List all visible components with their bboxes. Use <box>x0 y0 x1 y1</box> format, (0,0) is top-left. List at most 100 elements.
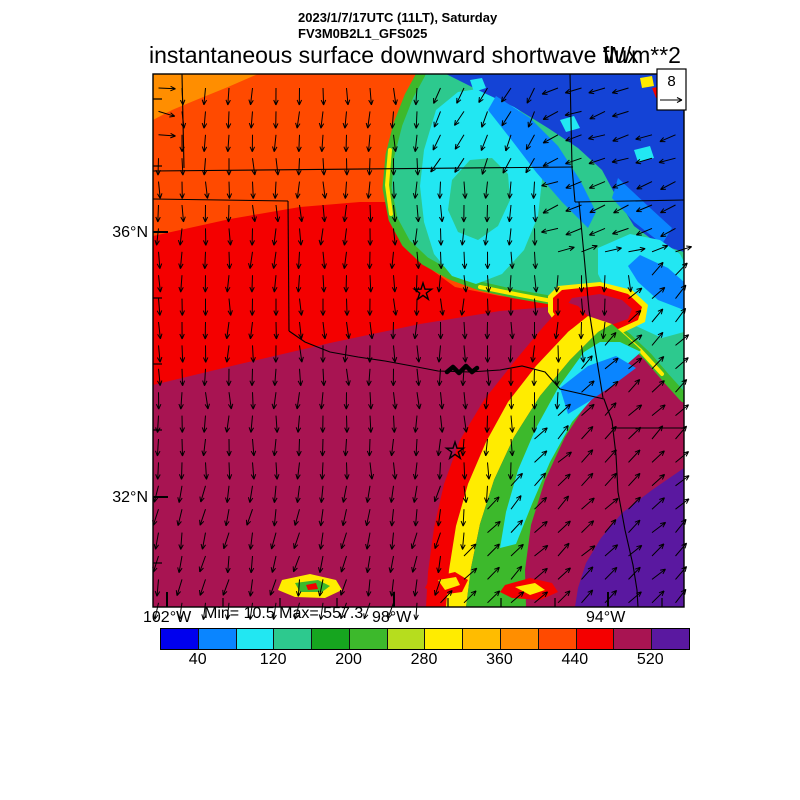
colorbar-tick-label: 360 <box>486 651 513 668</box>
colorbar-tick-label: 120 <box>259 651 287 668</box>
wind-arrow <box>224 345 231 363</box>
wind-arrow <box>628 334 643 346</box>
wind-arrow <box>180 111 187 129</box>
wind-arrow <box>391 345 398 363</box>
wind-arrow <box>555 298 561 316</box>
wind-arrow <box>507 228 513 246</box>
wind-arrow <box>534 591 549 604</box>
reference-arrow-icon <box>660 97 683 103</box>
wind-arrow <box>342 181 349 199</box>
wind-arrow <box>438 392 445 410</box>
wind-arrow <box>364 509 371 527</box>
wind-arrow <box>413 111 420 129</box>
reference-vector-box: 8 <box>656 68 687 111</box>
wind-arrow <box>295 275 302 293</box>
wind-arrow <box>660 181 676 190</box>
wind-arrow <box>158 110 176 118</box>
wind-arrow <box>531 181 537 199</box>
wind-arrow <box>318 228 324 246</box>
wind-arrow <box>203 462 209 480</box>
wind-arrow <box>589 110 606 120</box>
wind-arrow <box>343 392 350 410</box>
wind-arrow <box>415 204 421 223</box>
wind-arrow <box>553 321 560 340</box>
wind-arrow <box>179 321 185 340</box>
wind-arrow <box>433 111 441 128</box>
wind-arrow <box>651 568 666 580</box>
wind-arrow <box>201 438 207 457</box>
wind-arrow <box>321 275 327 293</box>
wind-arrow <box>510 543 524 557</box>
wind-arrow <box>273 111 279 129</box>
border-tx-west <box>287 200 290 332</box>
flux-field <box>153 74 684 607</box>
wind-arrow <box>320 415 326 433</box>
wind-arrow <box>415 368 421 386</box>
wind-arrow <box>177 602 183 620</box>
wind-arrow <box>461 204 467 223</box>
wind-arrow <box>604 566 618 580</box>
wind-arrow <box>531 392 538 410</box>
wind-arrow <box>462 321 468 340</box>
wind-arrow <box>295 111 301 129</box>
wind-arrow <box>604 472 617 487</box>
wind-arrow <box>501 111 512 127</box>
colorbar-segment <box>161 629 198 649</box>
wind-arrow <box>531 368 537 387</box>
wind-arrow <box>487 520 501 533</box>
wind-arrow <box>389 111 396 129</box>
wind-arrow <box>534 544 549 557</box>
wind-arrow <box>389 509 395 527</box>
wind-arrow <box>454 111 465 126</box>
wind-arrow <box>201 87 208 106</box>
wind-arrow <box>501 87 512 103</box>
wind-arrow <box>319 438 326 457</box>
wind-arrow <box>392 228 398 246</box>
wind-arrow <box>581 355 593 370</box>
wind-arrow <box>391 204 398 223</box>
wind-arrow <box>635 204 653 213</box>
colorbar-tick-label: 280 <box>410 651 438 668</box>
wind-arrow <box>611 110 629 118</box>
colorbar-segment <box>348 629 387 649</box>
wind-arrow <box>578 321 584 340</box>
wind-arrow <box>295 579 302 597</box>
wind-arrow <box>628 287 643 299</box>
wind-arrow <box>179 181 185 199</box>
wind-arrow <box>534 496 548 510</box>
wind-arrow <box>581 403 595 416</box>
wind-arrow <box>532 228 538 246</box>
wind-arrow <box>342 345 349 363</box>
border-ks-ok <box>153 166 574 172</box>
wind-arrow <box>604 589 618 604</box>
wind-arrow <box>226 368 232 387</box>
wind-arrow <box>319 485 325 503</box>
wind-arrow <box>580 345 586 363</box>
wind-arrow <box>581 589 594 604</box>
wind-arrow <box>483 228 489 246</box>
lat-label-32n: 32°N <box>112 489 148 506</box>
wind-arrow <box>344 158 350 176</box>
wind-arrow <box>604 357 619 370</box>
wind-arrow <box>319 392 325 410</box>
wind-arrow <box>611 157 629 164</box>
wind-arrow <box>480 111 488 128</box>
reference-vector-value: 8 <box>667 73 675 90</box>
wind-arrow <box>245 509 253 526</box>
wind-arrow <box>153 602 159 620</box>
wind-arrow <box>250 462 257 480</box>
wind-arrow <box>565 227 582 236</box>
lon-label-94w: 94°W <box>586 609 626 626</box>
wind-arrow <box>274 462 280 480</box>
wind-arrow <box>651 497 665 510</box>
wind-arrow <box>389 485 395 503</box>
wind-arrow <box>179 134 185 153</box>
wind-arrow <box>363 602 371 620</box>
colorbar-tick-label: 200 <box>335 651 362 668</box>
wind-arrow <box>178 275 184 293</box>
wind-arrow <box>248 555 255 574</box>
wind-arrow <box>155 438 161 457</box>
wind-arrow <box>410 532 418 550</box>
wind-arrow <box>296 251 302 270</box>
wind-arrow <box>413 509 419 527</box>
